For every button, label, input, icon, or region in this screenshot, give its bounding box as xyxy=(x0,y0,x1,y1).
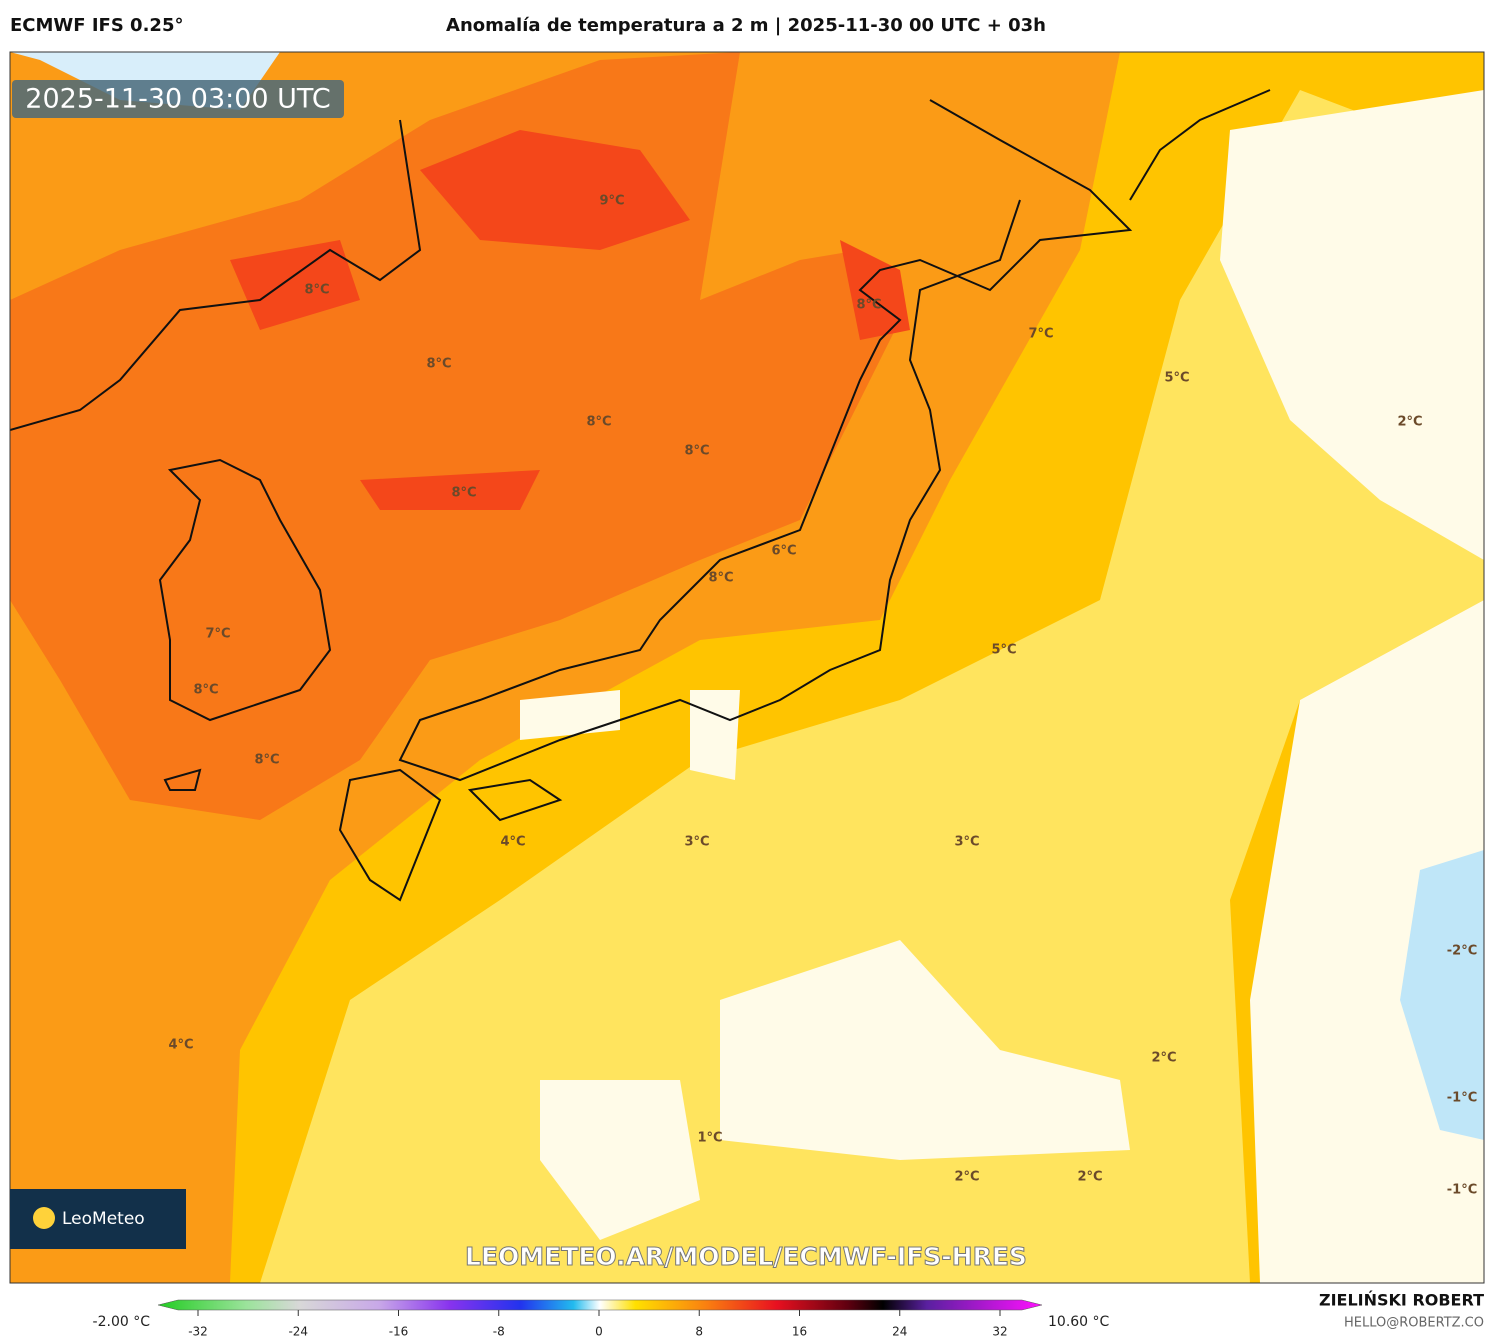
field-max xyxy=(230,130,910,510)
contour-label: 8°C xyxy=(254,753,279,768)
contour-label: 8°C xyxy=(708,571,733,586)
contour-label: 5°C xyxy=(991,643,1016,658)
timestamp: 2025-11-30 03:00 UTC xyxy=(25,84,330,115)
contour-label: 6°C xyxy=(771,544,796,559)
model-name: ECMWF IFS 0.25° xyxy=(10,15,183,36)
contour-label: 5°C xyxy=(1164,371,1189,386)
colorbar xyxy=(157,1299,1043,1311)
colorbar-tick-label: -8 xyxy=(493,1325,505,1339)
field-negative xyxy=(1400,850,1484,1140)
contour-label: 4°C xyxy=(168,1038,193,1053)
colorbar-min: -2.00 °C xyxy=(93,1314,151,1330)
contour-label: 8°C xyxy=(451,486,476,501)
contour-label: 3°C xyxy=(684,835,709,850)
contour-label: 8°C xyxy=(684,444,709,459)
author: ZIELIŃSKI ROBERT xyxy=(1319,1291,1484,1310)
contour-label: -1°C xyxy=(1447,1183,1477,1198)
map xyxy=(10,52,1484,1283)
contour-label: 8°C xyxy=(304,283,329,298)
map-frame xyxy=(9,51,1485,1284)
contour-label: -2°C xyxy=(1447,944,1477,959)
contour-label: -1°C xyxy=(1447,1091,1477,1106)
map-title: Anomalía de temperatura a 2 m | 2025-11-… xyxy=(446,15,1046,36)
contour-label: 8°C xyxy=(193,683,218,698)
contour-label: 7°C xyxy=(205,627,230,642)
contour-label: 8°C xyxy=(856,298,881,313)
contour-label: 1°C xyxy=(697,1131,722,1146)
contour-label: 9°C xyxy=(599,194,624,209)
colorbar-tick-label: -24 xyxy=(288,1325,308,1339)
colorbar-tick-label: 0 xyxy=(595,1325,603,1339)
contour-label: 2°C xyxy=(954,1170,979,1185)
contour-label: 3°C xyxy=(954,835,979,850)
contour-label: 8°C xyxy=(586,415,611,430)
watermark: LEOMETEO.AR/MODEL/ECMWF-IFS-HRES xyxy=(465,1242,1027,1271)
coastlines xyxy=(10,89,1271,902)
contour-labels: 9°C 8°C 8°C 7°C 8°C 5°C 8°C 2°C 8°C 8°C 6°C 8°C 5°C 7… xyxy=(168,194,1477,1198)
colorbar-tick-label: -32 xyxy=(188,1325,208,1339)
timestamp-box xyxy=(12,80,344,118)
logo-text: LeoMeteo xyxy=(62,1209,145,1229)
email: HELLO@ROBERTZ.CO xyxy=(1344,1316,1484,1331)
colorbar-max: 10.60 °C xyxy=(1048,1314,1110,1330)
field-hot xyxy=(10,52,900,820)
contour-label: 8°C xyxy=(426,357,451,372)
colorbar-ticks: -32 -24 -16 -8 0 8 16 24 32 xyxy=(188,1310,1008,1339)
field-cool xyxy=(520,90,1484,1283)
contour-label: 2°C xyxy=(1077,1170,1102,1185)
colorbar-tick-label: 32 xyxy=(992,1325,1007,1339)
logo-sun xyxy=(33,1207,55,1229)
contour-label: 2°C xyxy=(1151,1051,1176,1066)
colorbar-tick-label: -16 xyxy=(389,1325,409,1339)
contour-label: 7°C xyxy=(1028,327,1053,342)
colorbar-tick-label: 8 xyxy=(695,1325,703,1339)
contour-label: 4°C xyxy=(500,835,525,850)
contour-label: 2°C xyxy=(1397,415,1422,430)
colorbar-tick-label: 24 xyxy=(892,1325,907,1339)
colorbar-tick-label: 16 xyxy=(792,1325,807,1339)
